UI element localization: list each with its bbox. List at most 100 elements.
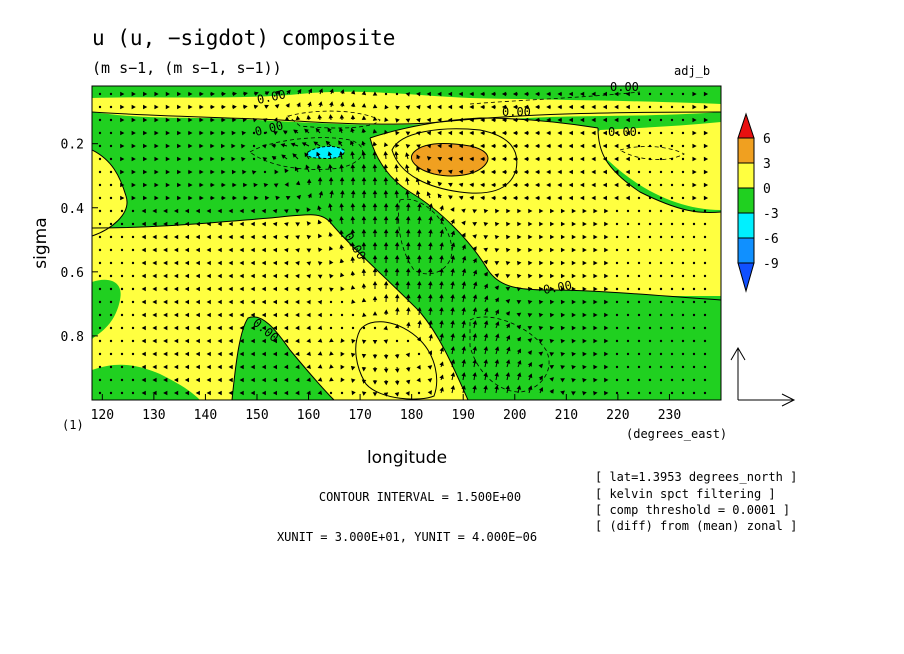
- vector-arrowhead: [295, 325, 300, 331]
- vector-dot: [120, 365, 124, 369]
- vector-arrowhead: [568, 195, 573, 201]
- vector-arrowhead: [604, 312, 609, 318]
- vector-arrowhead: [372, 189, 378, 195]
- vector-arrowhead: [272, 286, 278, 292]
- vector-arrowhead: [239, 312, 244, 318]
- vector-dot: [670, 326, 674, 330]
- vector-arrowhead: [582, 377, 587, 383]
- vector-arrowhead: [295, 248, 300, 253]
- vector-arrowhead: [206, 351, 211, 357]
- vector-arrowhead: [361, 353, 367, 359]
- vector-arrowhead: [469, 195, 474, 201]
- vector-dot: [659, 274, 663, 278]
- vector-arrowhead: [350, 228, 356, 234]
- vector-arrowhead: [165, 143, 170, 149]
- vector-arrowhead: [174, 351, 179, 357]
- vector-arrowhead: [163, 260, 168, 266]
- vector-dot: [109, 131, 113, 135]
- vector-arrowhead: [571, 221, 576, 227]
- vector-arrowhead: [568, 130, 573, 136]
- vector-arrowhead: [188, 156, 193, 162]
- vector-dot: [131, 287, 135, 291]
- vector-arrowhead: [141, 234, 146, 240]
- vector-arrowhead: [535, 91, 540, 97]
- chart-title: u (u, −sigdot) composite: [92, 26, 395, 50]
- vector-dot: [98, 391, 102, 395]
- vector-arrowhead: [538, 387, 544, 392]
- vector-dot: [670, 365, 674, 369]
- vector-dot: [637, 209, 641, 213]
- vector-arrowhead: [184, 351, 190, 357]
- vector-arrowhead: [239, 286, 244, 292]
- vector-arrowhead: [506, 346, 511, 352]
- vector-arrowhead: [231, 143, 236, 149]
- vector-arrowhead: [480, 195, 485, 201]
- vector-arrowhead: [427, 179, 432, 185]
- vector-arrowhead: [602, 156, 607, 162]
- vector-arrowhead: [416, 154, 421, 160]
- vector-dot: [648, 105, 652, 109]
- vector-arrowhead: [405, 391, 410, 396]
- vector-arrowhead: [483, 283, 488, 289]
- vector-dot: [659, 235, 663, 239]
- vector-arrowhead: [491, 169, 496, 175]
- colorbar-label: 3: [763, 157, 771, 172]
- vector-dot: [670, 183, 674, 187]
- vector-dot: [131, 391, 135, 395]
- vector-arrowhead: [372, 228, 378, 234]
- vector-dot: [109, 157, 113, 161]
- vector-arrowhead: [165, 91, 170, 97]
- vector-dot: [703, 209, 707, 213]
- vector-arrowhead: [426, 104, 431, 110]
- y-tick-label: 0.8: [61, 330, 84, 345]
- vector-arrowhead: [602, 143, 607, 149]
- vector-arrowhead: [383, 380, 389, 386]
- vector-arrowhead: [571, 273, 576, 279]
- vector-arrowhead: [458, 130, 463, 136]
- vector-arrowhead: [447, 91, 453, 97]
- vector-arrowhead: [329, 287, 334, 292]
- vector-arrowhead: [560, 234, 566, 240]
- vector-arrowhead: [177, 117, 182, 123]
- vector-dot: [670, 105, 674, 109]
- x-tick-label: 190: [451, 408, 474, 423]
- vector-arrowhead: [261, 234, 266, 240]
- vector-arrowhead: [472, 307, 478, 312]
- vector-arrowhead: [232, 104, 237, 110]
- vector-dot: [120, 287, 124, 291]
- y-tick-label: 0.4: [61, 202, 85, 217]
- vector-arrowhead: [206, 234, 211, 240]
- vector-units-text: XUNIT = 3.000E+01, YUNIT = 4.000E−06: [277, 530, 537, 544]
- vector-arrowhead: [327, 127, 332, 133]
- vector-arrowhead: [328, 246, 334, 251]
- vector-arrowhead: [177, 156, 182, 162]
- vector-arrowhead: [483, 247, 489, 253]
- vector-dot: [384, 92, 388, 96]
- vector-arrowhead: [517, 234, 522, 240]
- vector-arrowhead: [384, 129, 389, 135]
- vector-arrowhead: [184, 377, 190, 383]
- vector-arrowhead: [394, 228, 400, 234]
- vector-arrowhead: [383, 150, 388, 156]
- vector-dot: [131, 339, 135, 343]
- vector-arrowhead: [614, 117, 619, 123]
- vector-arrowhead: [154, 117, 159, 123]
- vector-arrowhead: [516, 273, 522, 279]
- vector-dot: [637, 365, 641, 369]
- vector-arrowhead: [361, 297, 367, 303]
- vector-dot: [98, 209, 102, 213]
- vector-arrowhead: [593, 325, 598, 331]
- vector-arrowhead: [527, 338, 533, 343]
- vector-arrowhead: [141, 325, 146, 331]
- vector-arrowhead: [241, 143, 246, 149]
- vector-arrowhead: [549, 325, 555, 331]
- vector-arrowhead: [141, 247, 146, 253]
- vector-arrowhead: [549, 312, 555, 318]
- vector-dot: [648, 196, 652, 200]
- vector-dot: [692, 235, 696, 239]
- vector-arrowhead: [426, 191, 431, 197]
- vector-arrowhead: [523, 91, 529, 97]
- vector-dot: [659, 248, 663, 252]
- vector-arrowhead: [512, 195, 518, 201]
- vector-arrowhead: [405, 352, 410, 358]
